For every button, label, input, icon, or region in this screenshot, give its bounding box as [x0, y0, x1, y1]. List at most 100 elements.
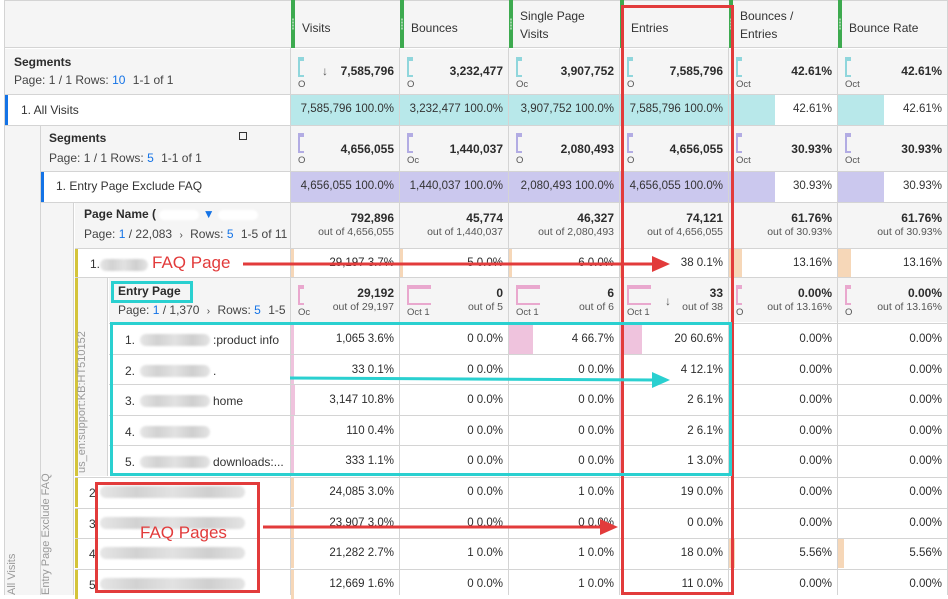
page-current[interactable]: 1	[118, 227, 126, 241]
row-divider	[75, 477, 948, 478]
nested-total-3-sparkline	[627, 133, 633, 153]
arrow-down-icon[interactable]: ↓	[322, 64, 328, 78]
entry-page-exclude-cell-value: 2,080,493 100.0%	[520, 180, 614, 192]
faq-page-cell-bar	[291, 570, 294, 599]
page-name-total-value: 45,774	[466, 211, 503, 225]
row-all-visits[interactable]	[5, 95, 948, 125]
segments-total-value: 7,585,796	[340, 64, 394, 78]
segments-total-1-sparkline	[407, 57, 413, 77]
faq-page-cell-bar	[291, 539, 294, 568]
entry-page-cell-value: 0 0.0%	[578, 394, 614, 406]
entry-page-total-value: 33	[709, 286, 723, 300]
page-total: / 1,370	[162, 303, 200, 317]
all-visits-cell-value: 3,907,752 100.0%	[520, 103, 614, 115]
row-entry-page-exclude-faq-label: 1. Entry Page Exclude FAQ	[56, 179, 203, 193]
segments-pager: Page: 1 / 1 Rows: 10 1-1 of 1	[14, 73, 173, 87]
column-divider	[619, 48, 620, 595]
faq-cell-value: 13.16%	[902, 257, 942, 269]
nested-total-4-sparkline	[736, 133, 742, 153]
nested-total-1-sparkline	[407, 133, 413, 153]
entry-page-pager: Page: 1 / 1,370 › Rows: 5 1-5	[118, 303, 286, 317]
entry-page-cell-value: 20 60.6%	[674, 333, 723, 345]
page-name-title: Page Name ( ▼	[84, 207, 258, 221]
entry-page-cell-bar	[291, 355, 294, 385]
entry-page-total-value: 0	[496, 286, 503, 300]
redacted-text	[217, 209, 258, 220]
pager-range: 1-1 of 1	[161, 151, 202, 165]
column-header-bounces[interactable]: Bounces	[400, 0, 510, 48]
faq-page-row[interactable]	[75, 570, 948, 599]
faq-cell-value: 38 0.1%	[680, 257, 723, 269]
rows-selector[interactable]: 10	[112, 73, 126, 87]
filter-icon[interactable]: ▼	[202, 207, 215, 221]
entry-page-total-4-spark-label: O	[736, 307, 744, 318]
column-header-visits[interactable]: Visits	[291, 0, 401, 48]
pager-range: 1-1 of 1	[132, 73, 174, 87]
nested-total-0-sparkline	[298, 133, 304, 153]
nested-total-value: 1,440,037	[449, 142, 503, 156]
entry-page-cell-value: 0.00%	[909, 455, 942, 467]
row-entry-page-exclude-faq[interactable]	[41, 172, 948, 202]
row-divider	[109, 354, 948, 355]
faq-page-row[interactable]	[75, 509, 948, 538]
arrow-faq-pages	[263, 519, 618, 535]
entry-page-cell-value: 0 0.0%	[578, 455, 614, 467]
rows-selector[interactable]: 5	[147, 151, 154, 165]
column-header-single-page-visits[interactable]: Single Page Visits	[509, 0, 621, 48]
all-visits-cell-bar	[729, 95, 775, 125]
rows-selector[interactable]: 5	[254, 303, 261, 317]
next-page-icon[interactable]: ›	[206, 306, 211, 317]
faq-page-cell-value: 0.00%	[909, 517, 942, 529]
entry-page-cell-value: 0 0.0%	[467, 364, 503, 376]
page-name-total-value: 61.76%	[901, 211, 942, 225]
entry-page-total-3-sparkline	[627, 285, 651, 305]
annotation-entries-column-box	[621, 5, 734, 595]
column-divider	[290, 48, 291, 595]
entry-page-exclude-cell-bar	[291, 172, 400, 202]
redacted-text	[140, 426, 210, 438]
faq-page-cell-value: 0.00%	[799, 517, 832, 529]
entry-page-cell-bar	[291, 446, 294, 476]
faq-cell-value: 13.16%	[792, 257, 832, 269]
faq-page-cell-bar	[838, 539, 844, 568]
row-faq-page[interactable]	[75, 249, 948, 277]
entry-page-cell-value: 0.00%	[909, 425, 942, 437]
entry-page-cell-value: 0 0.0%	[578, 364, 614, 376]
segments-title: Segments	[14, 55, 72, 69]
entry-page-exclude-cell-bar	[838, 172, 884, 202]
page-current[interactable]: 1	[152, 303, 160, 317]
page-name-total-sub: out of 30.93%	[767, 226, 832, 238]
page-total: / 22,083	[128, 227, 173, 241]
next-page-icon[interactable]: ›	[179, 230, 183, 241]
entry-page-cell-value: 0 0.0%	[467, 455, 503, 467]
column-label: Bounces / Entries	[740, 9, 794, 41]
faq-page-cell-value: 0.00%	[799, 578, 832, 590]
entry-page-total-value: 6	[607, 286, 614, 300]
column-header-bounce-rate[interactable]: Bounce Rate	[838, 0, 948, 48]
nested-total-2-sparkline	[516, 133, 522, 153]
faq-page-row[interactable]	[75, 539, 948, 568]
entry-page-cell-value: 0.00%	[909, 364, 942, 376]
entry-page-exclude-cell-bar	[509, 172, 620, 202]
entry-page-cell-value: 2 6.1%	[687, 394, 723, 406]
checkbox-icon[interactable]	[239, 132, 247, 140]
entry-page-row-label: :product info	[213, 333, 280, 347]
entry-page-cell-bar	[291, 324, 294, 354]
arrow-down-icon[interactable]: ↓	[665, 294, 671, 308]
faq-page-cell-value: 5.56%	[799, 547, 832, 559]
page-name-total-sub: out of 30.93%	[877, 226, 942, 238]
faq-page-row[interactable]	[75, 478, 948, 507]
annotation-faq-page: FAQ Page	[152, 253, 231, 272]
all-visits-cell-value: 42.61%	[792, 103, 832, 115]
redacted-text	[159, 209, 200, 220]
dimension-title: Page Name (	[84, 207, 157, 221]
faq-page-cell-value: 1 0.0%	[578, 578, 614, 590]
entry-page-cell-value: 0 0.0%	[467, 333, 503, 345]
rows-selector[interactable]: 5	[226, 227, 234, 241]
entry-page-exclude-cell-bar	[400, 172, 509, 202]
entry-page-exclude-cell-value: 30.93%	[792, 180, 832, 192]
redacted-text	[140, 456, 210, 468]
entry-page-row-label: .	[213, 364, 217, 378]
faq-page-cell-value: 1 0.0%	[578, 486, 614, 498]
